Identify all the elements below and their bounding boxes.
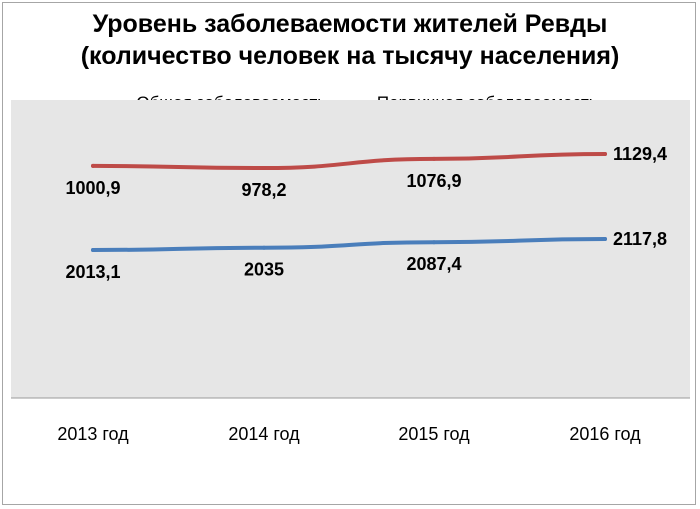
data-label: 1000,9 (65, 178, 120, 198)
series-line-1 (91, 152, 607, 171)
data-point (603, 152, 607, 156)
data-point (91, 163, 95, 168)
x-tick-label: 2014 год (228, 424, 300, 444)
x-tick-label: 2013 год (57, 424, 129, 444)
data-label: 2087,4 (406, 254, 461, 274)
data-point (91, 248, 95, 252)
chart-title-line1: Уровень заболеваемости жителей Ревды (92, 10, 608, 38)
x-tick-label: 2016 год (569, 424, 641, 444)
data-point (432, 240, 436, 245)
series-line-0 (91, 237, 607, 252)
data-label: 1129,4 (613, 144, 667, 164)
x-tick-label: 2015 год (398, 424, 470, 444)
data-label: 2035 (244, 260, 284, 280)
data-label: 978,2 (241, 180, 286, 200)
data-label: 1076,9 (406, 171, 461, 191)
chart-subtitle: (количество человек на тысячу населения) (80, 42, 620, 70)
data-point (262, 245, 266, 250)
chart-title: Уровень заболеваемости жителей Ревды (ко… (0, 8, 700, 72)
data-label: 2013,1 (65, 262, 120, 282)
data-point (603, 237, 607, 241)
data-label: 2117,8 (613, 229, 667, 249)
data-point (262, 166, 266, 170)
data-point (432, 156, 436, 161)
